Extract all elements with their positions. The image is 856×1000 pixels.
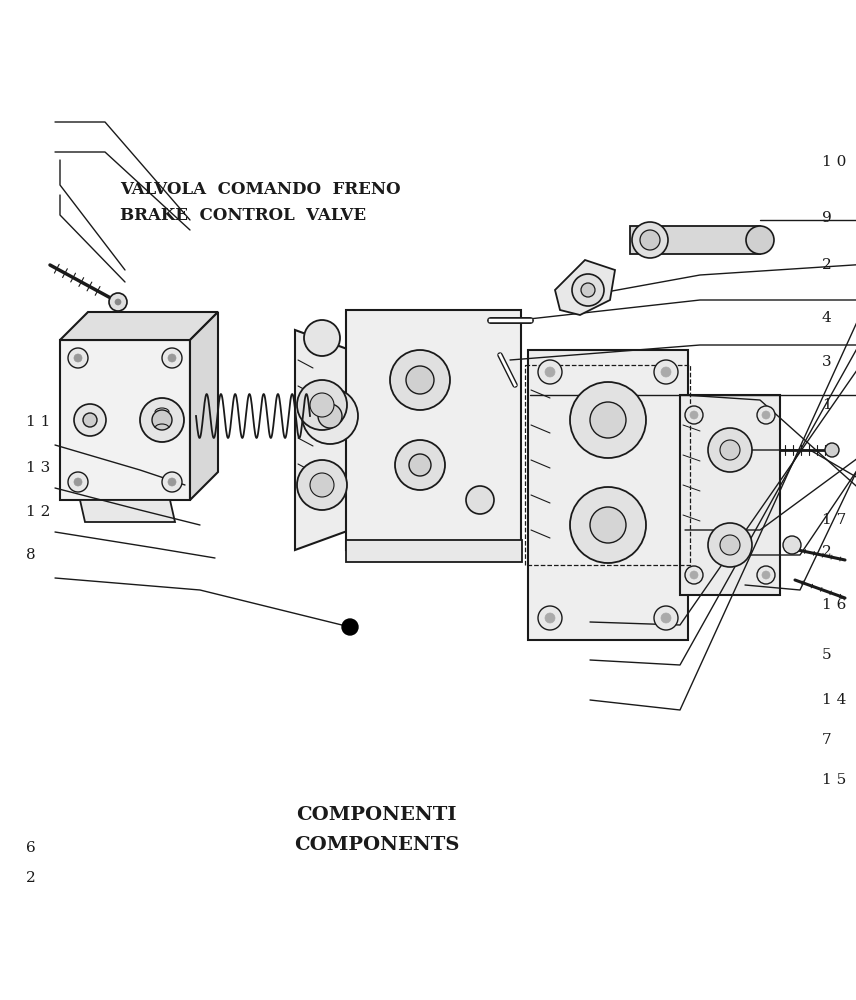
Circle shape: [746, 226, 774, 254]
Bar: [630, 226, 760, 254]
Circle shape: [590, 402, 626, 438]
Circle shape: [590, 507, 626, 543]
Text: 9: 9: [822, 211, 831, 225]
Circle shape: [572, 274, 604, 306]
Circle shape: [545, 613, 555, 623]
Circle shape: [310, 473, 334, 497]
Text: 2: 2: [822, 545, 831, 559]
Circle shape: [538, 606, 562, 630]
Circle shape: [570, 382, 646, 458]
Circle shape: [825, 443, 839, 457]
Circle shape: [685, 406, 703, 424]
Text: 1 6: 1 6: [822, 598, 846, 612]
Circle shape: [342, 619, 358, 635]
Text: COMPONENTI: COMPONENTI: [296, 806, 457, 824]
Polygon shape: [555, 260, 615, 315]
Circle shape: [297, 460, 347, 510]
Circle shape: [783, 536, 801, 554]
Polygon shape: [346, 540, 522, 562]
Circle shape: [708, 523, 752, 567]
Text: 3: 3: [822, 355, 831, 369]
Circle shape: [74, 478, 82, 486]
Text: 2: 2: [26, 871, 35, 885]
Circle shape: [109, 293, 127, 311]
Circle shape: [115, 299, 121, 305]
Text: VALVOLA  COMANDO  FRENO: VALVOLA COMANDO FRENO: [120, 182, 401, 198]
Circle shape: [168, 478, 176, 486]
Text: 1: 1: [822, 398, 831, 412]
Circle shape: [720, 535, 740, 555]
Circle shape: [68, 348, 88, 368]
Text: 7: 7: [822, 733, 831, 747]
Circle shape: [310, 393, 334, 417]
Circle shape: [395, 440, 445, 490]
Circle shape: [297, 380, 347, 430]
Circle shape: [168, 354, 176, 362]
Circle shape: [74, 354, 82, 362]
Text: 1 5: 1 5: [822, 773, 846, 787]
Bar: [528, 350, 688, 640]
Circle shape: [409, 454, 431, 476]
Circle shape: [581, 283, 595, 297]
Circle shape: [570, 487, 646, 563]
Circle shape: [162, 472, 182, 492]
Circle shape: [68, 472, 88, 492]
Text: BRAKE  CONTROL  VALVE: BRAKE CONTROL VALVE: [120, 207, 366, 224]
Circle shape: [720, 440, 740, 460]
Text: 1 0: 1 0: [822, 155, 846, 169]
Circle shape: [708, 428, 752, 472]
Bar: [346, 310, 521, 550]
Text: COMPONENTS: COMPONENTS: [294, 836, 460, 854]
Text: 4: 4: [822, 311, 831, 325]
Circle shape: [152, 410, 172, 430]
Circle shape: [466, 486, 494, 514]
Circle shape: [762, 571, 770, 579]
Text: 5: 5: [822, 648, 831, 662]
Circle shape: [316, 399, 328, 411]
Circle shape: [640, 230, 660, 250]
Polygon shape: [295, 330, 350, 550]
Circle shape: [654, 606, 678, 630]
Circle shape: [304, 320, 340, 356]
Circle shape: [406, 366, 434, 394]
Circle shape: [690, 411, 698, 419]
Text: 1 4: 1 4: [822, 693, 846, 707]
Polygon shape: [190, 312, 218, 500]
Circle shape: [661, 367, 671, 377]
Text: 1 7: 1 7: [822, 513, 846, 527]
Circle shape: [545, 367, 555, 377]
Text: 2: 2: [822, 258, 831, 272]
Text: 1 2: 1 2: [26, 505, 50, 519]
Circle shape: [74, 404, 106, 436]
Bar: [680, 395, 780, 595]
Text: 6: 6: [26, 841, 35, 855]
Circle shape: [632, 222, 668, 258]
Circle shape: [302, 388, 358, 444]
Circle shape: [140, 398, 184, 442]
Text: 1 3: 1 3: [26, 461, 50, 475]
Circle shape: [83, 413, 97, 427]
Circle shape: [757, 566, 775, 584]
Circle shape: [316, 479, 328, 491]
Text: 1 1: 1 1: [26, 415, 50, 429]
Text: 8: 8: [26, 548, 35, 562]
Circle shape: [685, 566, 703, 584]
Polygon shape: [60, 312, 218, 340]
Circle shape: [538, 360, 562, 384]
Circle shape: [762, 411, 770, 419]
Circle shape: [661, 613, 671, 623]
Circle shape: [318, 404, 342, 428]
Circle shape: [390, 350, 450, 410]
Polygon shape: [80, 500, 175, 522]
Circle shape: [654, 360, 678, 384]
Circle shape: [690, 571, 698, 579]
Circle shape: [162, 348, 182, 368]
Polygon shape: [60, 340, 190, 500]
Circle shape: [757, 406, 775, 424]
